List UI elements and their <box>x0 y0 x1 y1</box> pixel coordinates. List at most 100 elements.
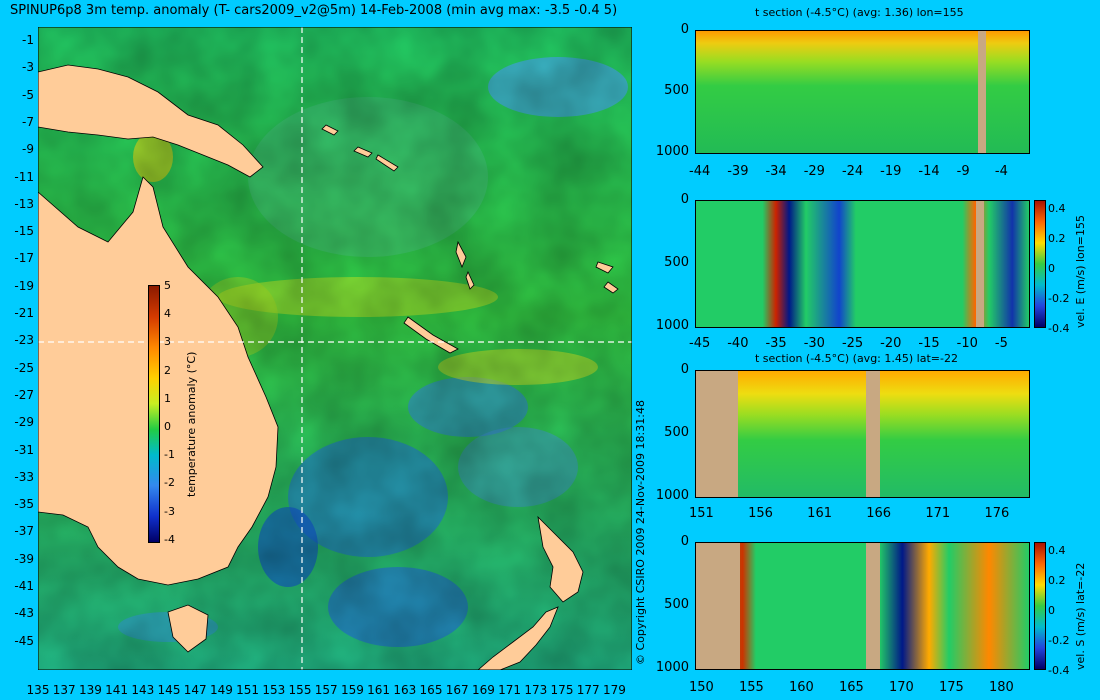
new-guinea <box>38 64 264 178</box>
lon-label: 173 <box>524 683 548 697</box>
section-x-tick: 151 <box>689 506 714 521</box>
section-title: t section (-4.5°C) (avg: 1.45) lat=-22 <box>755 352 958 365</box>
lon-label: 141 <box>105 683 129 697</box>
lon-label: 167 <box>445 683 469 697</box>
map-colorbar <box>148 285 160 543</box>
section-x-tick: -10 <box>956 336 978 351</box>
temperature-anomaly-map[interactable]: 5 4 3 2 1 0 -1 -2 -3 -4 temperature anomaly (°C) <box>38 27 632 670</box>
section-x-tick: 171 <box>925 506 951 521</box>
lon-label: 179 <box>602 683 626 697</box>
lon-label: 169 <box>471 683 495 697</box>
section-x-tick: -39 <box>727 164 749 179</box>
section-x-tick: -20 <box>880 336 902 351</box>
section-colorbar-tick: 0.4 <box>1048 544 1066 557</box>
lon-label: 155 <box>288 683 312 697</box>
copyright-label: © Copyright CSIRO 2009 24-Nov-2009 18:31… <box>634 400 647 665</box>
section-land <box>696 543 740 669</box>
section-plot-3[interactable] <box>695 370 1030 498</box>
depth-tick: 500 <box>664 597 689 612</box>
depth-tick: 1000 <box>655 144 689 159</box>
lat-label: -7 <box>22 114 34 129</box>
lon-label: 153 <box>262 683 286 697</box>
section-x-tick: -19 <box>880 164 902 179</box>
map-title: SPINUP6p8 3m temp. anomaly (T- cars2009_… <box>10 3 618 18</box>
section-x-tick: 165 <box>839 680 864 695</box>
section-colorbar-tick: -0.4 <box>1048 664 1070 677</box>
new-caledonia <box>403 316 459 354</box>
lat-label: -19 <box>14 278 34 293</box>
lon-label: 137 <box>52 683 76 697</box>
lat-label: -35 <box>14 497 34 512</box>
lon-label: 177 <box>576 683 600 697</box>
map-colorbar-tick: 2 <box>164 363 171 377</box>
section-x-tick: -4 <box>994 164 1008 179</box>
lon-label: 143 <box>131 683 155 697</box>
section-x-tick: 175 <box>939 680 964 695</box>
section-colorbar-tick: 0.4 <box>1048 202 1066 215</box>
section-x-tick: 166 <box>866 506 892 521</box>
map-colorbar-tick: 0 <box>164 420 171 433</box>
lat-label: -43 <box>14 606 34 621</box>
lon-label: 135 <box>26 683 50 697</box>
section-colorbar-tick: -0.4 <box>1048 322 1070 335</box>
new-zealand-south <box>477 606 559 670</box>
section-colorbar-tick: 0 <box>1048 604 1055 617</box>
lon-label: 147 <box>183 683 207 697</box>
section-colorbar <box>1034 542 1046 670</box>
section-x-tick: 156 <box>748 506 773 521</box>
section-x-tick: -40 <box>727 336 749 351</box>
lat-label: -17 <box>14 251 34 266</box>
lat-label: -27 <box>14 387 34 402</box>
map-colorbar-tick: -3 <box>164 504 175 518</box>
lon-label: 175 <box>550 683 574 697</box>
map-colorbar-tick: -4 <box>164 532 175 546</box>
section-plot-4[interactable] <box>695 542 1030 670</box>
section-x-tick: 180 <box>989 680 1014 695</box>
depth-tick: 1000 <box>655 318 689 333</box>
map-colorbar-tick: 1 <box>164 391 171 405</box>
lon-label: 151 <box>236 683 260 697</box>
section-x-tick: 150 <box>689 680 714 695</box>
section-x-tick: 155 <box>739 680 764 695</box>
lat-label: -39 <box>14 551 34 566</box>
section-x-tick: -15 <box>918 336 940 351</box>
new-zealand-north <box>537 515 584 603</box>
section-colorbar-label: vel. S (m/s) lat=-22 <box>1074 562 1087 670</box>
lat-label: -9 <box>22 142 34 157</box>
lat-label: -29 <box>14 415 34 430</box>
section-x-tick: 170 <box>889 680 914 695</box>
lon-label: 161 <box>367 683 391 697</box>
section-x-tick: -45 <box>689 336 711 351</box>
lon-label: 139 <box>78 683 102 697</box>
map-colorbar-tick: 3 <box>164 335 171 349</box>
section-land <box>978 31 986 153</box>
section-plot-2[interactable] <box>695 200 1030 328</box>
section-x-tick: -35 <box>765 336 787 351</box>
section-x-tick: -14 <box>918 164 940 179</box>
lon-label: 145 <box>157 683 181 697</box>
lat-label: -15 <box>14 224 34 239</box>
depth-tick: 500 <box>664 255 689 270</box>
depth-tick: 1000 <box>655 660 689 675</box>
section-x-tick: -24 <box>841 164 864 179</box>
section-x-tick: -44 <box>689 164 711 179</box>
depth-tick: 0 <box>680 22 689 37</box>
section-land <box>696 371 738 497</box>
lat-label: -23 <box>14 333 34 348</box>
section-plot-1[interactable] <box>695 30 1030 154</box>
section-x-tick: -25 <box>841 336 864 351</box>
lat-label: -33 <box>14 469 34 484</box>
section-colorbar-tick: 0.2 <box>1048 574 1066 587</box>
lon-label: 157 <box>314 683 338 697</box>
depth-tick: 500 <box>664 425 689 440</box>
depth-tick: 0 <box>680 192 689 207</box>
lat-label: -41 <box>14 579 34 593</box>
lat-label: -1 <box>22 33 34 47</box>
section-colorbar-label: vel. E (m/s) lon=155 <box>1074 215 1087 328</box>
map-colorbar-tick: 4 <box>164 307 171 321</box>
section-x-tick: -29 <box>803 164 825 179</box>
lon-label: 149 <box>209 683 233 697</box>
section-x-tick: -34 <box>765 164 787 179</box>
depth-tick: 500 <box>664 83 689 98</box>
section-x-tick: -30 <box>803 336 825 351</box>
